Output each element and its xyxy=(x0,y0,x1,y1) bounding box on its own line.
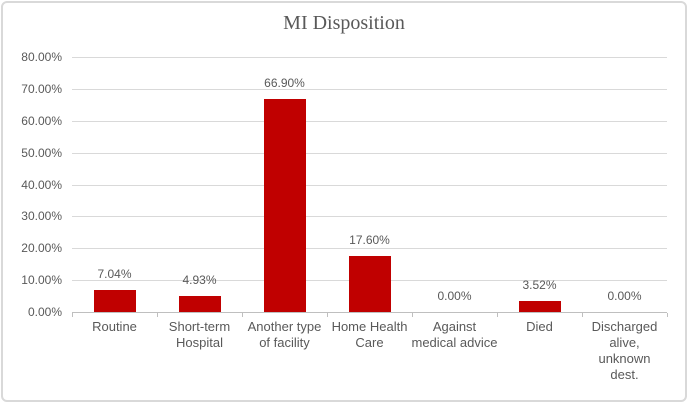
gridline xyxy=(72,152,667,154)
x-axis-category-label-discharged: Discharged alive, unknown dest. xyxy=(591,319,658,382)
y-axis-tick-label: 60.00% xyxy=(21,113,62,128)
bar-value-label-against: 0.00% xyxy=(437,289,472,303)
gridline xyxy=(72,88,667,90)
x-axis-category-label-died: Died xyxy=(526,319,553,334)
bar-value-label-another-type: 66.90% xyxy=(264,75,305,90)
x-axis-category-label-routine: Routine xyxy=(92,319,137,334)
y-axis-tick-label: 30.00% xyxy=(21,209,62,224)
bar-value-label-discharged: 0.00% xyxy=(607,289,642,303)
x-axis-category-label-another-type: Another type of facility xyxy=(247,319,322,350)
x-axis-tick xyxy=(412,313,413,317)
y-axis-tick-label: 40.00% xyxy=(21,177,62,192)
gridline xyxy=(72,57,667,58)
x-axis-category-label-against: Against medical advice xyxy=(411,319,498,350)
bar-value-label-routine: 7.04% xyxy=(97,266,132,281)
bar-died xyxy=(518,300,561,312)
bar-home-health xyxy=(348,255,391,312)
y-axis-tick-label: 70.00% xyxy=(21,81,62,96)
x-axis-tick xyxy=(497,313,498,317)
x-axis-category-label-home-health: Home Health Care xyxy=(331,319,408,350)
x-axis-tick xyxy=(242,313,243,317)
y-axis-tick-label: 0.00% xyxy=(27,305,62,319)
gridline xyxy=(72,216,667,218)
bar-value-label-home-health: 17.60% xyxy=(349,232,390,247)
x-axis-category-label-short-term: Short-term Hospital xyxy=(168,319,231,350)
y-axis-tick-label: 20.00% xyxy=(21,241,62,256)
y-axis-tick-label: 80.00% xyxy=(21,50,62,64)
x-axis-line xyxy=(72,312,667,313)
bar-short-term xyxy=(178,296,221,312)
gridline xyxy=(72,184,667,186)
gridline xyxy=(72,120,667,122)
bar-routine xyxy=(93,289,136,312)
x-axis-tick xyxy=(72,313,73,317)
bar-value-label-short-term: 4.93% xyxy=(182,273,217,288)
gridline xyxy=(72,248,667,250)
y-axis-tick-label: 10.00% xyxy=(21,273,62,288)
x-axis-tick xyxy=(667,313,668,317)
x-axis-tick xyxy=(327,313,328,317)
y-axis-tick-label: 50.00% xyxy=(21,145,62,160)
x-axis-tick xyxy=(157,313,158,317)
x-axis-tick xyxy=(582,313,583,317)
bar-value-label-died: 3.52% xyxy=(522,277,557,292)
chart-title: MI Disposition xyxy=(283,12,405,34)
bar-another-type xyxy=(263,98,306,312)
